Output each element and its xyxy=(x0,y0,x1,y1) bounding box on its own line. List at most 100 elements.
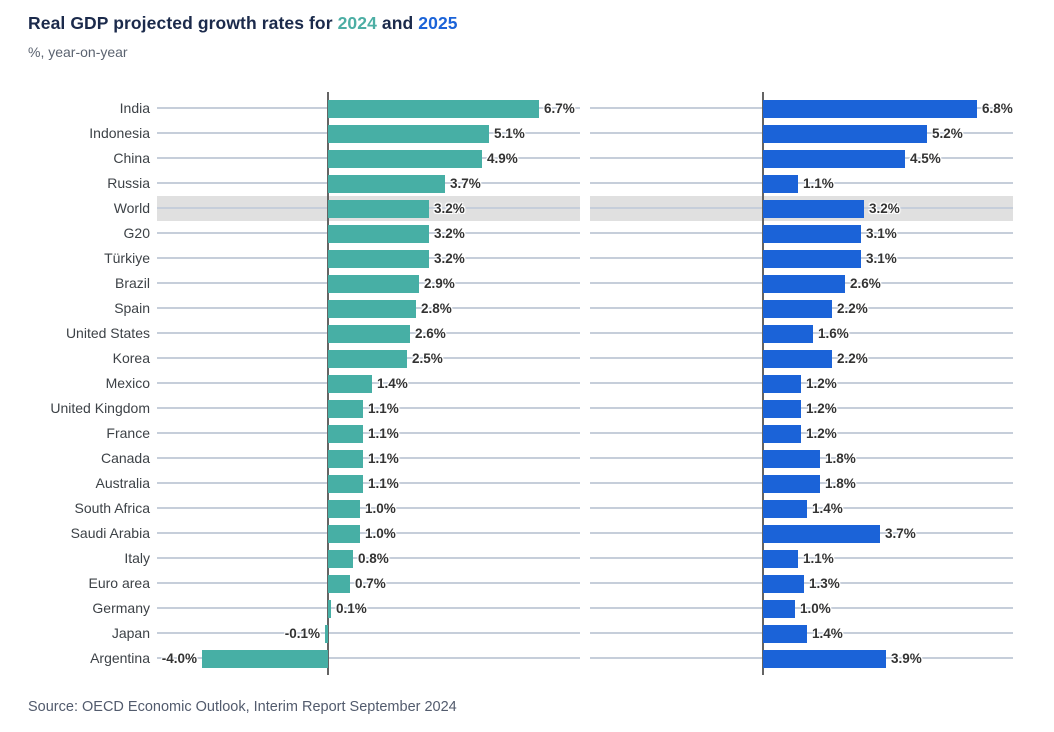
bar-value-label: 1.8% xyxy=(825,451,856,466)
bar-value-label: 1.1% xyxy=(803,176,834,191)
bar-2025 xyxy=(763,500,807,518)
category-label: South Africa xyxy=(74,500,151,516)
bar-value-label: 3.2% xyxy=(434,251,465,266)
category-label: United States xyxy=(65,325,150,341)
category-label: Türkiye xyxy=(104,250,150,266)
bar-value-label: 2.2% xyxy=(837,301,868,316)
category-label: Argentina xyxy=(90,650,150,666)
source-note: Source: OECD Economic Outlook, Interim R… xyxy=(28,699,457,715)
gridline xyxy=(590,432,1013,434)
gridline xyxy=(157,607,580,609)
bar-2025 xyxy=(763,300,832,318)
bar-value-label: 1.3% xyxy=(809,576,840,591)
bar-value-label: 1.0% xyxy=(365,501,396,516)
gridline xyxy=(590,382,1013,384)
bar-2025 xyxy=(763,525,880,543)
bar-value-label: 1.4% xyxy=(377,376,408,391)
bar-value-label: 2.2% xyxy=(837,351,868,366)
bar-value-label: 1.2% xyxy=(806,426,837,441)
category-label: United Kingdom xyxy=(50,400,150,416)
gridline xyxy=(157,457,580,459)
bar-2025 xyxy=(763,625,807,643)
bar-2024 xyxy=(328,400,363,418)
bar-value-label: 1.1% xyxy=(803,551,834,566)
bar-2024 xyxy=(328,200,429,218)
chart-title-and: and xyxy=(376,13,419,33)
bar-2025 xyxy=(763,475,820,493)
bar-value-label: 3.1% xyxy=(866,251,897,266)
bar-value-label: 1.0% xyxy=(365,526,396,541)
bar-2024 xyxy=(328,125,489,143)
bar-2024 xyxy=(328,575,350,593)
category-label: Australia xyxy=(95,475,150,491)
bar-2025 xyxy=(763,200,864,218)
category-label: Mexico xyxy=(105,375,150,391)
bar-2024 xyxy=(328,375,372,393)
bar-2024 xyxy=(328,275,419,293)
category-label: India xyxy=(119,100,150,116)
bar-2024 xyxy=(328,450,363,468)
bar-2024 xyxy=(328,250,429,268)
bar-value-label: -0.1% xyxy=(284,626,320,641)
category-label: Russia xyxy=(107,175,150,191)
bar-2025 xyxy=(763,400,801,418)
bar-2025 xyxy=(763,650,886,668)
dual-bar-chart: India Indonesia China Russia World G20 Türkiye… xyxy=(0,92,1054,675)
chart-title: Real GDP projected growth rates for 2024… xyxy=(28,13,458,34)
bar-2024 xyxy=(328,300,416,318)
bar-value-label: 6.8% xyxy=(982,101,1013,116)
category-label: Germany xyxy=(92,600,150,616)
category-label: Saudi Arabia xyxy=(70,525,150,541)
gridline xyxy=(157,432,580,434)
bar-value-label: 2.5% xyxy=(412,351,443,366)
bar-value-label: 1.0% xyxy=(800,601,831,616)
bar-value-label: 1.4% xyxy=(812,501,843,516)
panel-2024: 6.7% 5.1% 4.9% 3.7% 3.2% 3.2% 3.2% 2.9% 2.8% 2.6%… xyxy=(157,92,580,675)
bar-value-label: 3.1% xyxy=(866,226,897,241)
chart-title-prefix: Real GDP projected growth rates for xyxy=(28,13,338,33)
gridline xyxy=(157,582,580,584)
bar-2025 xyxy=(763,175,798,193)
bar-value-label: 3.7% xyxy=(450,176,481,191)
bar-value-label: 5.1% xyxy=(494,126,525,141)
bar-2025 xyxy=(763,100,977,118)
bar-value-label: 0.7% xyxy=(355,576,386,591)
bar-value-label: 6.7% xyxy=(544,101,575,116)
bar-value-label: 1.2% xyxy=(806,376,837,391)
bar-value-label: 4.5% xyxy=(910,151,941,166)
bar-value-label: 1.1% xyxy=(368,401,399,416)
bar-2025 xyxy=(763,250,861,268)
category-label: Brazil xyxy=(114,275,150,291)
gridline xyxy=(157,482,580,484)
bar-2025 xyxy=(763,600,795,618)
bar-2025 xyxy=(763,150,905,168)
gridline xyxy=(590,182,1013,184)
bar-2024 xyxy=(328,350,407,368)
gridline xyxy=(157,557,580,559)
category-label: Euro area xyxy=(88,575,150,591)
category-label: Indonesia xyxy=(89,125,150,141)
bar-value-label: 0.8% xyxy=(358,551,389,566)
bar-2025 xyxy=(763,450,820,468)
bar-value-label: 2.6% xyxy=(415,326,446,341)
category-label: Japan xyxy=(111,625,150,641)
bar-2024 xyxy=(328,100,539,118)
bar-value-label: 3.9% xyxy=(891,651,922,666)
bar-2025 xyxy=(763,375,801,393)
bar-value-label: 1.2% xyxy=(806,401,837,416)
bar-2024 xyxy=(328,600,331,618)
gridline xyxy=(157,657,580,659)
bar-value-label: 3.7% xyxy=(885,526,916,541)
gridline xyxy=(157,532,580,534)
gridline xyxy=(590,407,1013,409)
bar-value-label: 5.2% xyxy=(932,126,963,141)
bar-value-label: 1.4% xyxy=(812,626,843,641)
bar-value-label: -4.0% xyxy=(161,651,197,666)
category-label: Korea xyxy=(112,350,150,366)
chart-title-year-2025: 2025 xyxy=(418,13,458,33)
bar-value-label: 4.9% xyxy=(487,151,518,166)
bar-value-label: 3.2% xyxy=(434,226,465,241)
bar-value-label: 0.1% xyxy=(336,601,367,616)
category-label: G20 xyxy=(123,225,150,241)
